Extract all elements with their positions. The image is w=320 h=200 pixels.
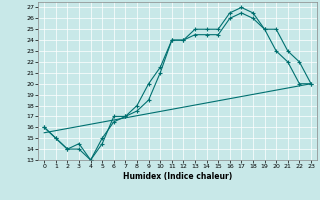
X-axis label: Humidex (Indice chaleur): Humidex (Indice chaleur) xyxy=(123,172,232,181)
